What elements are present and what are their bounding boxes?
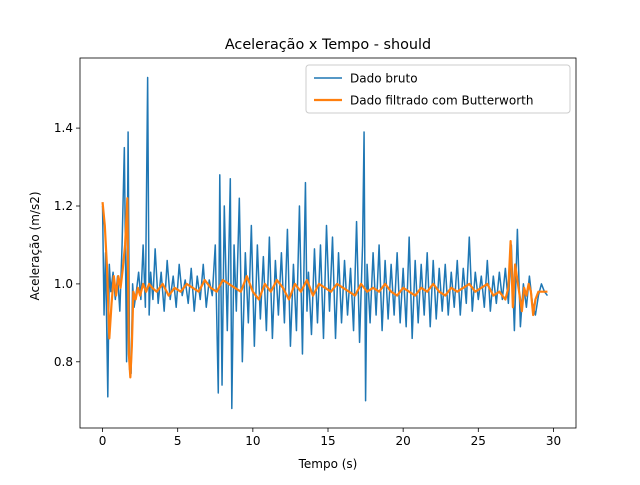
axis-ticks-group: 0 5 10 15 20 25 30 0.8 1.0 1.2 1.4 [54,121,561,448]
legend-label-1: Dado bruto [350,72,418,86]
x-tick-label: 10 [245,434,260,448]
chart-title: Aceleração x Tempo - should [225,37,431,53]
axes-frame [79,57,577,429]
x-tick-label: 0 [99,434,107,448]
y-tick-label: 0.8 [54,355,73,369]
x-tick-label: 30 [546,434,561,448]
plot-series-group [101,76,549,410]
x-axis-label: Tempo (s) [298,457,358,471]
series-line-2 [101,197,548,379]
y-axis-label: Aceleração (m/s2) [28,191,42,300]
x-tick-label: 25 [471,434,486,448]
y-tick-label: 1.2 [54,199,73,213]
legend-box [305,64,571,114]
y-tick-label: 1.4 [54,121,73,135]
x-tick-label: 5 [174,434,182,448]
x-tick-label: 15 [320,434,335,448]
series-line-1 [101,76,549,410]
x-tick-label: 20 [396,434,411,448]
legend-label-2: Dado filtrado com Butterworth [350,94,533,108]
y-tick-label: 1.0 [54,277,73,291]
legend: Dado bruto Dado filtrado com Butterworth [305,64,571,114]
